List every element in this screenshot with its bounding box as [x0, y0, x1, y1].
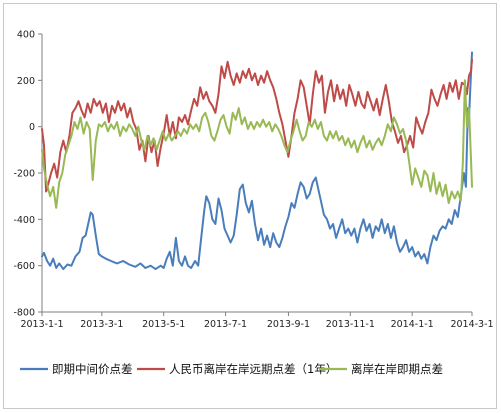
x-tick-label: 2014-3-1	[450, 319, 493, 330]
legend-label-2: 人民币离岸在岸远期点差（1年）	[169, 362, 337, 376]
x-tick-label: 2013-5-1	[142, 319, 185, 330]
series-line-2	[41, 58, 473, 193]
legend-label-1: 即期中间价点差	[52, 362, 133, 376]
series-line-1	[41, 51, 473, 271]
x-tick-label: 2013-3-1	[80, 319, 123, 330]
y-tick-label: 200	[17, 76, 35, 87]
legend-label-3: 离岸在岸即期点差	[351, 362, 443, 376]
x-tick-label: 2013-9-1	[267, 319, 310, 330]
y-tick-label: 400	[17, 30, 35, 41]
y-axis: 400 200 0 -200 -400 -600 -800	[13, 30, 43, 319]
legend: 即期中间价点差 人民币离岸在岸远期点差（1年） 离岸在岸即期点差	[20, 362, 443, 376]
x-tick-label: 2013-7-1	[204, 319, 247, 330]
y-tick-label: -200	[13, 169, 35, 180]
y-tick-label: -800	[13, 308, 35, 319]
series-line-3	[41, 79, 473, 209]
y-tick-label: -600	[13, 261, 35, 272]
series-layer	[41, 51, 473, 271]
x-tick-label: 2013-1-1	[20, 319, 63, 330]
y-tick-label: 0	[29, 122, 35, 133]
x-tick-label: 2013-11-1	[326, 319, 375, 330]
x-axis: 2013-1-1 2013-3-1 2013-5-1 2013-7-1 2013-9-1…	[20, 311, 494, 330]
y-tick-label: -400	[13, 215, 35, 226]
x-tick-label: 2014-1-1	[391, 319, 434, 330]
